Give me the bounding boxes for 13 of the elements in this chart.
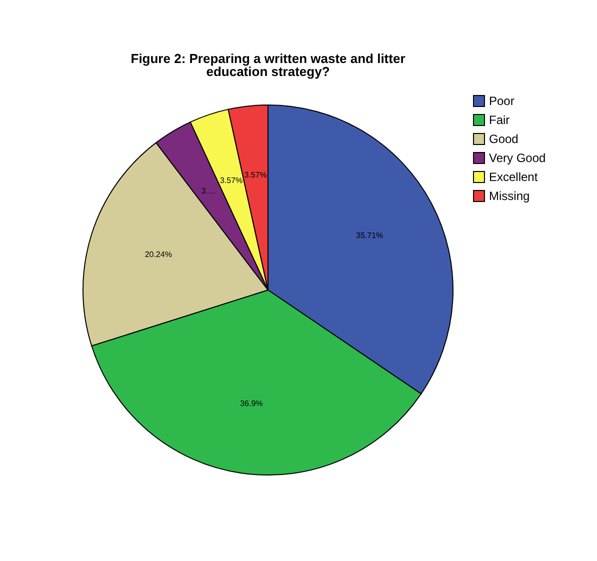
data-label: 20.24% xyxy=(144,250,172,260)
chart-title: Figure 2: Preparing a written waste and litter education strategy? xyxy=(130,51,406,79)
legend-label: Very Good xyxy=(489,151,546,165)
data-label: 3.… xyxy=(201,186,216,196)
data-label: 36.9% xyxy=(240,398,263,408)
data-label: 3.57% xyxy=(220,176,243,186)
legend-label: Good xyxy=(489,132,518,146)
data-label: 3.57% xyxy=(244,170,267,180)
legend-label: Excellent xyxy=(489,170,538,184)
legend-label: Fair xyxy=(489,113,510,127)
legend-label: Missing xyxy=(489,189,530,203)
data-label: 35.71% xyxy=(356,231,384,240)
legend-label: Poor xyxy=(489,94,514,108)
